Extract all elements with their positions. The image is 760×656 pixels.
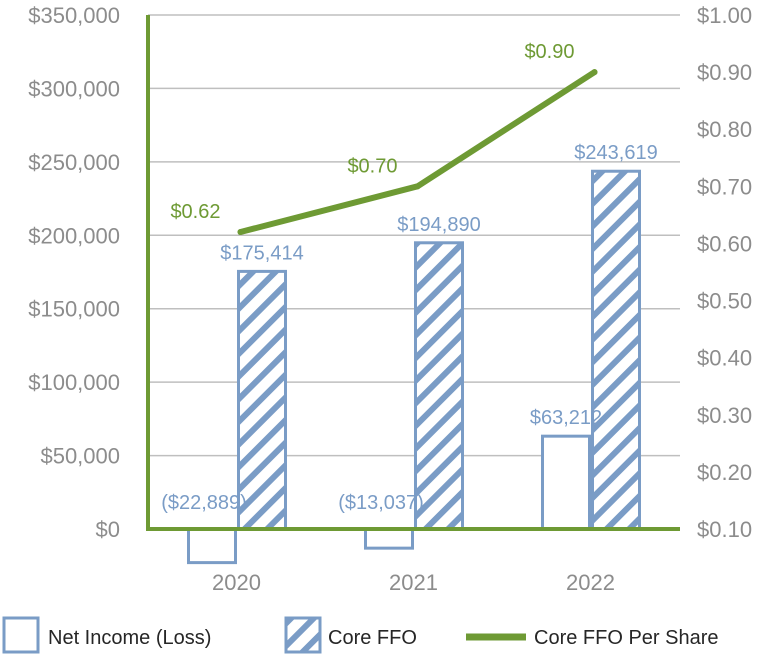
legend-swatch-net-income [2,616,40,654]
net-income-bar [364,527,414,550]
y-right-tick-label: $0.80 [697,117,752,142]
net-income-data-label: ($22,889) [161,492,247,514]
core-ffo-bar [414,241,464,531]
net-income-data-label: $63,212 [530,407,602,429]
x-tick-label: 2021 [389,570,438,595]
x-tick-label: 2020 [212,570,261,595]
y-left-tick-label: $100,000 [28,370,120,395]
y-left-tick-label: $300,000 [28,76,120,101]
y-right-tick-label: $0.20 [697,460,752,485]
tick-labels: $0 $50,000 $100,000 $150,000 $200,000 $250,00… [28,3,752,595]
legend-label-net-income: Net Income (Loss) [48,627,211,649]
net-income-data-label: ($13,037) [338,492,424,514]
core-ffo-bar [237,269,287,531]
y-left-tick-label: $0 [96,517,120,542]
core-ffo-data-label: $194,890 [397,214,480,236]
y-right-tick-label: $0.60 [697,231,752,256]
axes [146,15,680,531]
legend-label-core-ffo: Core FFO [328,627,417,649]
per-share-data-label: $0.70 [347,155,397,177]
net-income-bar [541,434,591,531]
y-right-tick-label: $0.50 [697,289,752,314]
x-tick-label: 2022 [566,570,615,595]
per-share-point [237,229,244,236]
y-left-tick-label: $250,000 [28,150,120,175]
y-right-tick-label: $0.30 [697,403,752,428]
y-left-tick-label: $200,000 [28,223,120,248]
per-share-line [237,69,598,236]
core-ffo-data-label: $175,414 [220,242,303,264]
per-share-line-layer [237,69,598,236]
y-right-tick-label: $0.10 [697,517,752,542]
y-left-tick-label: $350,000 [28,3,120,28]
y-right-tick-label: $1.00 [697,3,752,28]
per-share-point [414,183,421,190]
data-labels: ($22,889) $175,414 ($13,037) $194,890 $63,21… [161,41,658,514]
net-income-bar [187,527,237,565]
per-share-data-label: $0.62 [170,201,220,223]
legend: Net Income (Loss) Core FFO Core FFO Per Sh… [2,616,719,654]
y-right-tick-label: $0.40 [697,346,752,371]
core-ffo-bar [591,169,641,531]
y-left-tick-label: $150,000 [28,297,120,322]
per-share-point [591,69,598,76]
y-right-tick-label: $0.70 [697,174,752,199]
legend-label-per-share: Core FFO Per Share [534,627,719,649]
per-share-data-label: $0.90 [524,41,574,63]
core-ffo-data-label: $243,619 [574,142,657,164]
legend-swatch-core-ffo [284,616,322,654]
y-left-tick-label: $50,000 [40,444,120,469]
y-right-tick-label: $0.90 [697,60,752,85]
